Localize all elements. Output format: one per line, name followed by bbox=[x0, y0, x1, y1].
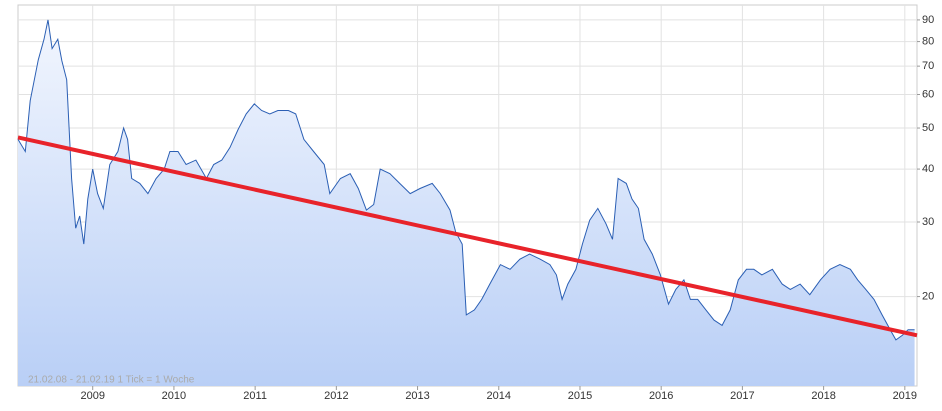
y-tick-label: 60 bbox=[922, 88, 934, 100]
y-tick-label: 70 bbox=[922, 60, 934, 72]
x-tick-label: 2009 bbox=[80, 390, 104, 402]
x-tick-label: 2015 bbox=[568, 390, 592, 402]
x-tick-label: 2016 bbox=[649, 390, 673, 402]
x-tick-label: 2017 bbox=[730, 390, 754, 402]
price-line bbox=[17, 19, 915, 341]
x-tick-label: 2011 bbox=[243, 390, 267, 402]
y-tick-label: 20 bbox=[922, 290, 934, 302]
footnote: 21.02.08 - 21.02.19 1 Tick = 1 Woche bbox=[28, 375, 195, 386]
x-tick-label: 2019 bbox=[893, 390, 917, 402]
x-tick-label: 2018 bbox=[811, 390, 835, 402]
x-tick-label: 2010 bbox=[162, 390, 186, 402]
y-tick-label: 50 bbox=[922, 122, 934, 134]
x-tick-label: 2014 bbox=[487, 390, 511, 402]
area-fill bbox=[18, 19, 915, 387]
y-tick-label: 80 bbox=[922, 35, 934, 47]
y-tick-label: 90 bbox=[922, 14, 934, 26]
trend-line bbox=[17, 135, 918, 338]
x-tick-label: 2013 bbox=[405, 390, 429, 402]
y-tick-label: 40 bbox=[922, 163, 934, 175]
y-tick-label: 30 bbox=[922, 216, 934, 228]
x-tick-label: 2012 bbox=[324, 390, 348, 402]
